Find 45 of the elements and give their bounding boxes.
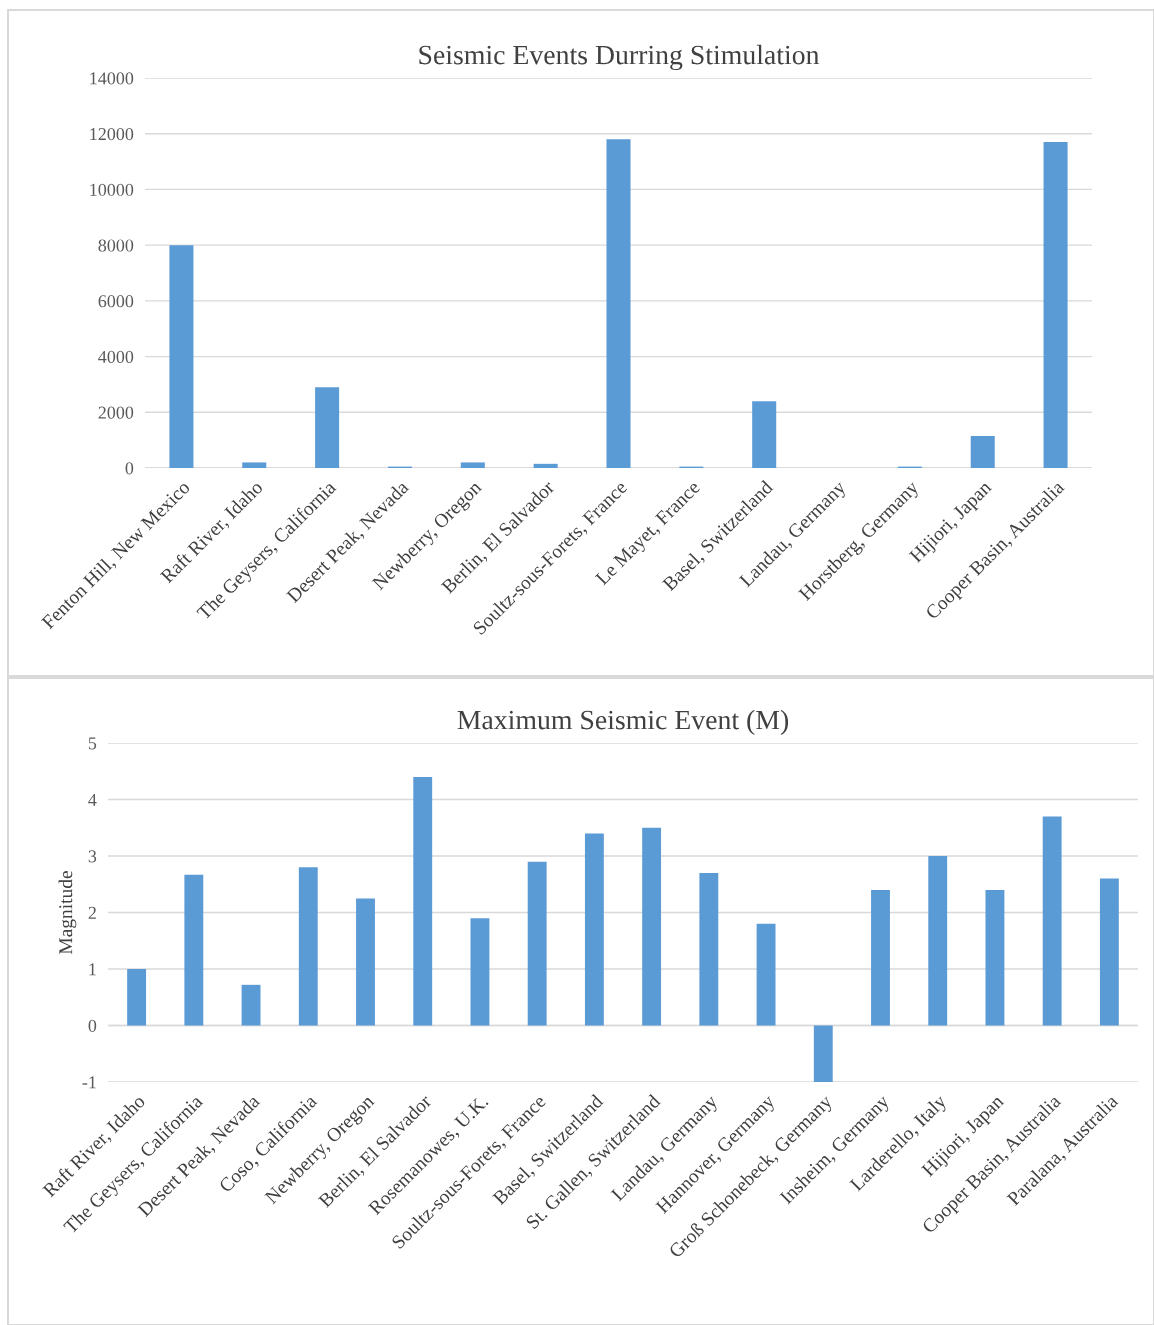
bar	[413, 776, 433, 1026]
y-tick-label: 12000	[90, 127, 134, 141]
bar	[928, 856, 948, 1026]
y-tick-label: 2	[88, 906, 96, 919]
bar	[871, 889, 890, 1026]
bar	[169, 245, 194, 468]
bar	[356, 898, 375, 1026]
bar	[242, 462, 267, 468]
y-tick-label: 1	[89, 963, 96, 976]
y-tick-label: 8000	[98, 239, 134, 252]
bar	[298, 867, 318, 1026]
chart-title: Seismic Events Durring Stimulation	[419, 44, 820, 71]
bar	[1099, 878, 1119, 1026]
y-tick-label: 2000	[98, 406, 134, 419]
bar	[1042, 816, 1062, 1026]
bar	[315, 387, 340, 468]
bar	[460, 462, 485, 468]
bar	[1043, 142, 1068, 468]
bar	[184, 874, 204, 1026]
bar	[241, 984, 261, 1026]
y-tick-label: 0	[88, 1019, 97, 1032]
y-tick-label: 14000	[90, 72, 134, 85]
y-tick-label: 0	[125, 462, 134, 475]
bar	[533, 463, 558, 468]
bar	[527, 861, 547, 1026]
y-tick-label: 5	[88, 737, 97, 750]
bar	[470, 918, 490, 1026]
y-tick-label: 4	[88, 793, 97, 806]
bar	[756, 923, 776, 1026]
bar	[970, 435, 995, 468]
y-axis-title: Magnitude	[58, 871, 77, 955]
y-tick-label: 3	[88, 850, 97, 863]
bar	[127, 969, 147, 1026]
y-tick-label: 6000	[98, 295, 134, 308]
bar	[584, 833, 604, 1026]
bar	[752, 401, 777, 468]
y-tick-label: -1	[82, 1076, 96, 1089]
y-tick-label: 4000	[98, 350, 134, 364]
bar	[642, 827, 662, 1026]
bar	[985, 889, 1005, 1026]
bar	[699, 872, 719, 1026]
bar	[606, 139, 631, 468]
bar	[813, 1025, 833, 1082]
y-tick-label: 10000	[90, 183, 134, 196]
chart-title: Maximum Seismic Event (M)	[457, 709, 789, 736]
